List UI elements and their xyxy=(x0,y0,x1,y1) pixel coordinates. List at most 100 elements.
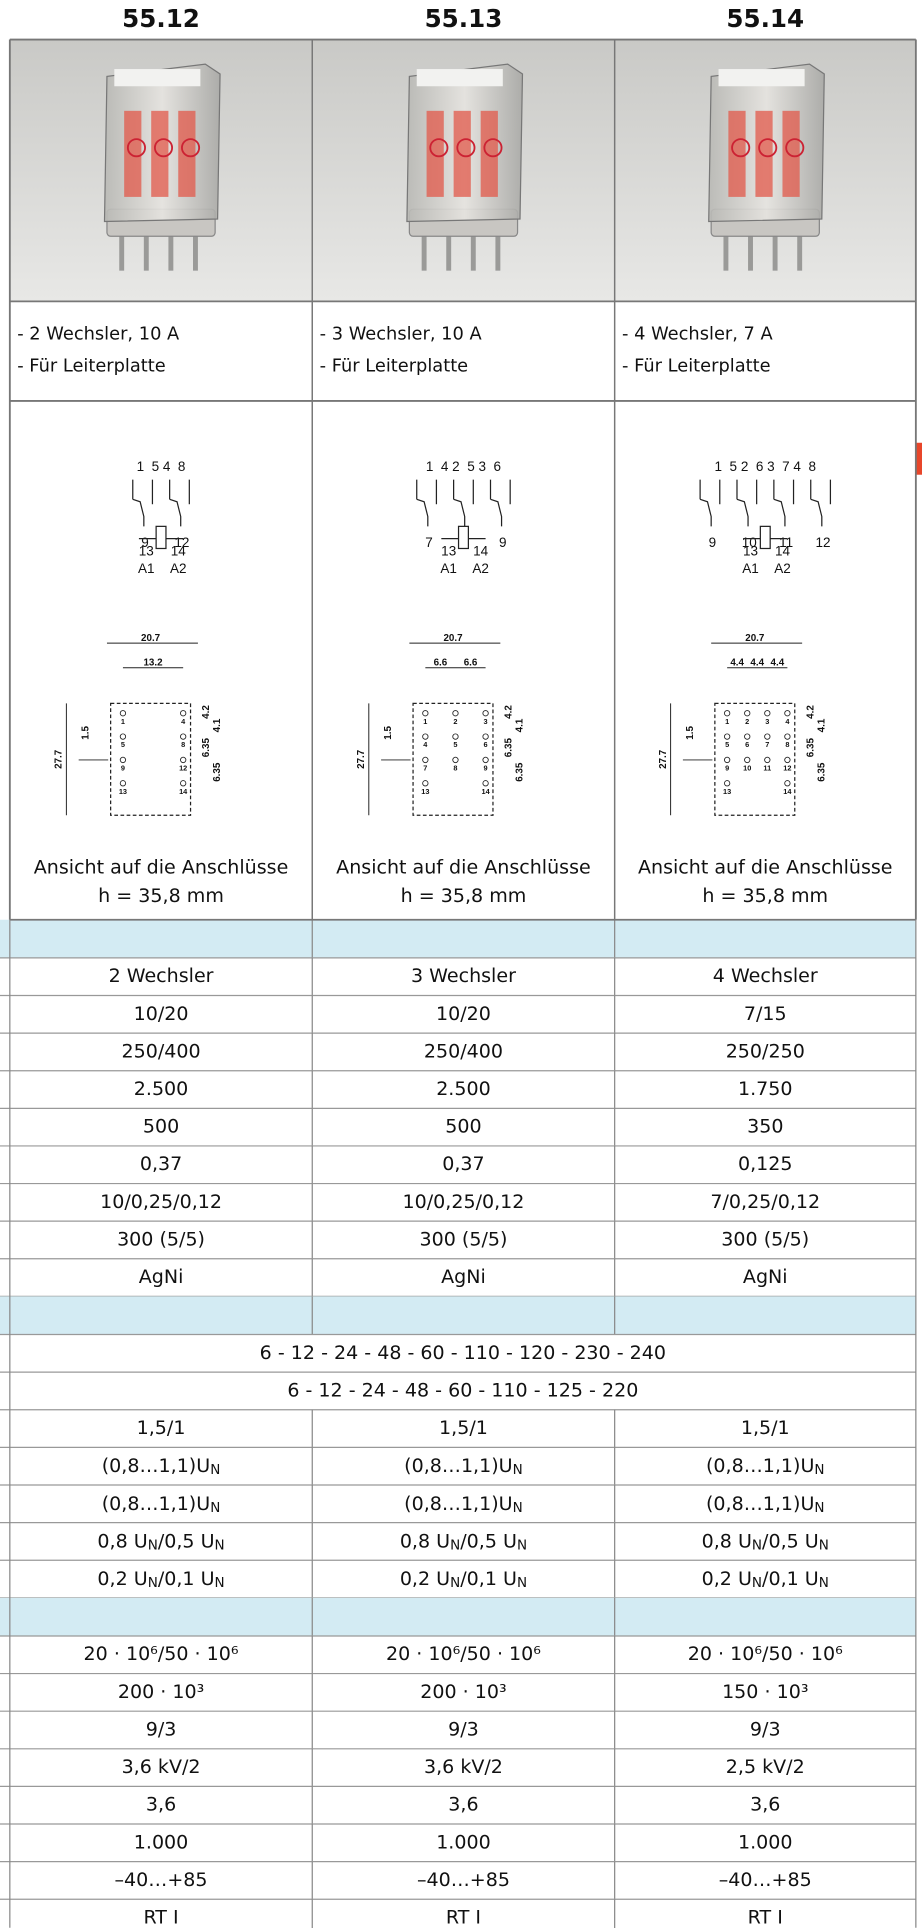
table-cell: 9/3 xyxy=(146,1718,177,1740)
pin-label: 1 xyxy=(725,717,729,726)
coil-label: 13 xyxy=(441,544,456,559)
dim-side: 6.35 xyxy=(504,738,515,758)
relay-terminal xyxy=(758,138,778,158)
pin-number-common: 9 xyxy=(499,535,507,550)
dim-offset: 1.5 xyxy=(383,726,394,740)
pin-label: 9 xyxy=(484,763,488,772)
table-cell: 1.000 xyxy=(738,1831,793,1853)
table-cell: 250/400 xyxy=(424,1040,503,1062)
relay-label xyxy=(416,69,503,87)
table-cell: 2.500 xyxy=(134,1078,189,1100)
table-cell: 3 Wechsler xyxy=(411,965,516,987)
table-cell: AgNi xyxy=(441,1266,486,1288)
table-cell: 200 · 10³ xyxy=(420,1681,506,1703)
pin xyxy=(119,780,127,787)
subscript: N xyxy=(517,1538,527,1554)
pin xyxy=(119,756,127,764)
dim-side: 6.35 xyxy=(816,762,827,782)
relay-contact xyxy=(151,110,169,197)
table-cell: 0,2 UN/0,1 UN xyxy=(702,1568,829,1592)
pin-label: 7 xyxy=(765,740,769,749)
dim-side: 4.2 xyxy=(504,705,515,719)
pin-number-common: 7 xyxy=(425,535,433,550)
pin xyxy=(764,733,771,740)
table-cell: 1,5/1 xyxy=(137,1417,186,1439)
dim-side: 4.2 xyxy=(201,705,212,719)
footprint xyxy=(714,702,796,816)
relay-pin xyxy=(421,221,427,271)
table-cell: RT I xyxy=(446,1907,481,1928)
pin xyxy=(482,733,489,740)
cell-text: /0,5 U xyxy=(762,1530,819,1552)
dim-side: 4.1 xyxy=(816,718,827,732)
relay-contact xyxy=(755,110,773,197)
dim-pitch: 13.2 xyxy=(143,657,163,668)
dim-side: 4.1 xyxy=(212,718,223,732)
contact-arm xyxy=(453,498,466,527)
subscript: N xyxy=(517,1575,527,1591)
pin-label: 11 xyxy=(763,763,771,772)
caption: Ansicht auf die Anschlüsse xyxy=(336,857,591,879)
table-cell: 0,125 xyxy=(738,1153,793,1175)
table-cell: 0,37 xyxy=(442,1153,484,1175)
pin-label: 4 xyxy=(423,740,428,749)
relay-pin xyxy=(797,221,803,271)
pin-label: 12 xyxy=(783,763,791,772)
pin-label: 5 xyxy=(121,740,125,749)
subscript: N xyxy=(215,1575,225,1591)
pin xyxy=(784,756,791,764)
pin xyxy=(482,710,489,717)
subscript: N xyxy=(814,1500,824,1516)
contact-arm xyxy=(416,498,429,527)
cell-text: 0,8 U xyxy=(702,1530,752,1552)
table-cell: 2 Wechsler xyxy=(109,965,214,987)
relay-label xyxy=(718,69,805,87)
relay-pin xyxy=(193,221,198,271)
pin xyxy=(784,733,791,740)
relay-pin xyxy=(723,221,729,271)
pin xyxy=(764,710,771,717)
table-cell: 3,6 xyxy=(750,1794,780,1816)
coil-label: A1 xyxy=(138,561,155,576)
pin-label: 6 xyxy=(745,740,749,749)
dim-side: 4.1 xyxy=(515,718,526,732)
coil-label: 14 xyxy=(473,544,489,559)
table-cell: 0,37 xyxy=(140,1153,182,1175)
table-cell: 500 xyxy=(445,1116,481,1138)
dim-offset: 1.5 xyxy=(81,726,92,740)
table-cell: 20 · 10⁶/50 · 10⁶ xyxy=(688,1643,843,1665)
description: - 4 Wechsler, 7 A xyxy=(622,324,774,345)
table-cell: 200 · 10³ xyxy=(118,1681,204,1703)
cell-text: 0,2 U xyxy=(97,1568,147,1590)
pin xyxy=(422,733,429,740)
table-cell: 6 - 12 - 24 - 48 - 60 - 110 - 120 - 230 … xyxy=(260,1342,666,1364)
pin-label: 1 xyxy=(423,717,427,726)
subscript: N xyxy=(752,1538,762,1554)
pin xyxy=(422,710,429,717)
dim-width: 20.7 xyxy=(443,633,463,644)
contact-arm xyxy=(810,498,823,527)
table-cell: 7/15 xyxy=(744,1003,787,1025)
subscript: N xyxy=(513,1500,523,1516)
subscript: N xyxy=(819,1538,829,1554)
pin-numbers-top: 1 4 2 5 3 6 xyxy=(426,459,501,474)
pin xyxy=(744,756,751,764)
cell-text: /0,5 U xyxy=(460,1530,517,1552)
table-cell: 10/20 xyxy=(436,1003,491,1025)
pin xyxy=(482,756,489,764)
pin-label: 1 xyxy=(121,717,125,726)
table-cell: (0,8…1,1)UN xyxy=(404,1455,523,1479)
relay-terminal xyxy=(126,138,146,158)
relay-terminal xyxy=(731,138,751,158)
table-cell: 250/250 xyxy=(726,1040,805,1062)
subscript: N xyxy=(513,1462,523,1478)
contact-arm xyxy=(736,498,749,527)
pin xyxy=(119,733,127,740)
column-header: 55.14 xyxy=(726,4,804,33)
table-cell: 350 xyxy=(747,1116,783,1138)
table-cell: 6 - 12 - 24 - 48 - 60 - 110 - 125 - 220 xyxy=(287,1379,638,1401)
cell-text: (0,8…1,1)U xyxy=(102,1492,210,1514)
pin-label: 2 xyxy=(745,717,749,726)
subscript: N xyxy=(148,1575,158,1591)
table-cell: 0,2 UN/0,1 UN xyxy=(400,1568,527,1592)
